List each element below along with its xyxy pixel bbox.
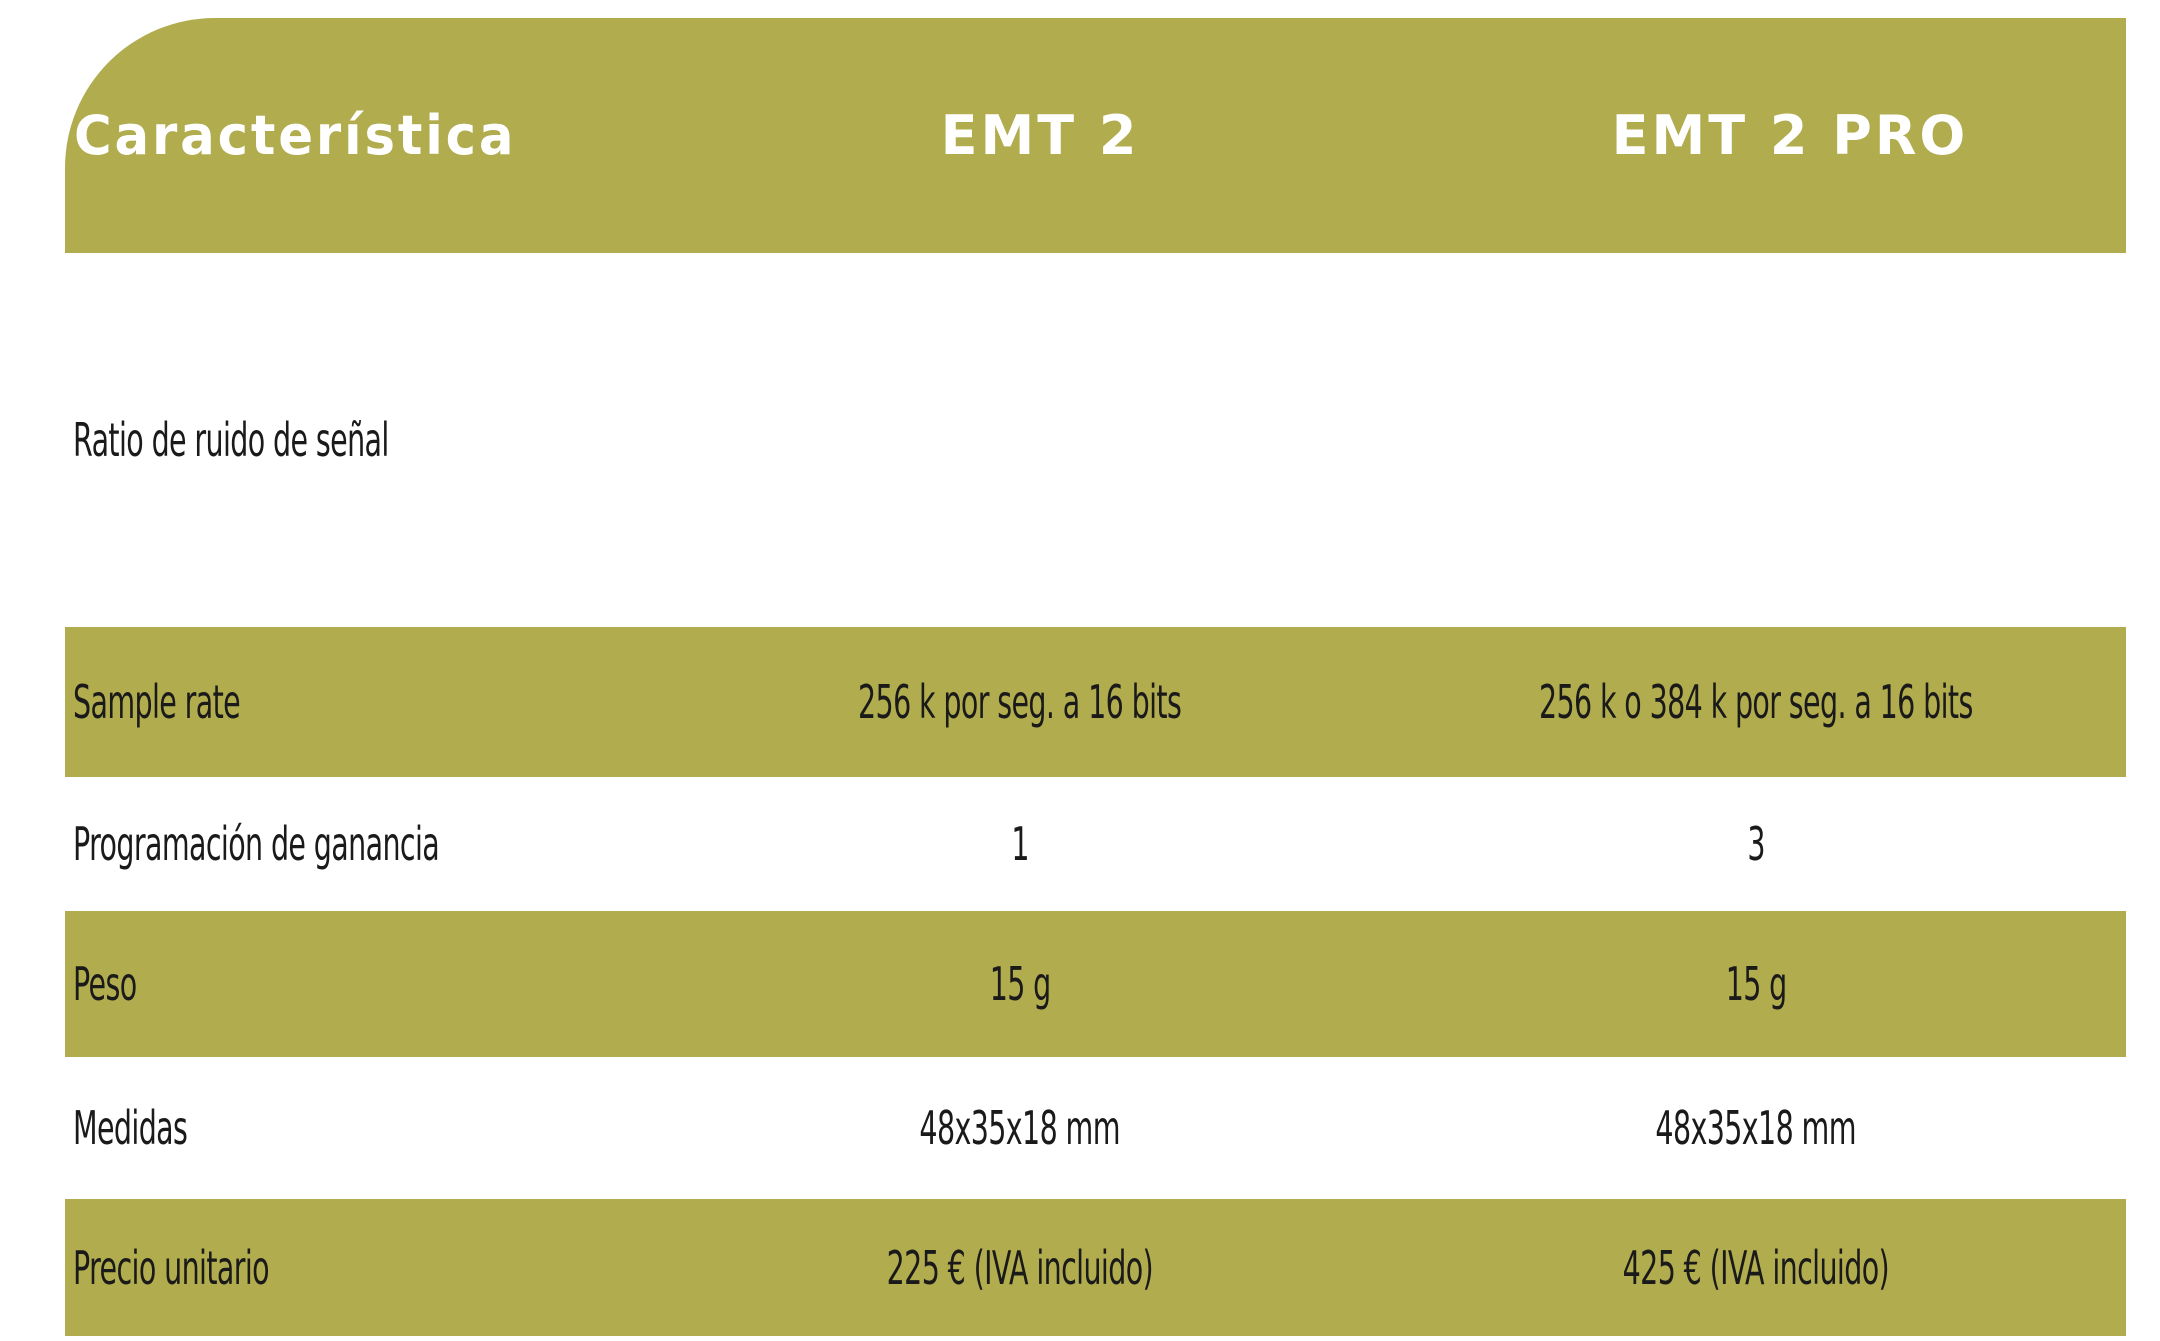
row-label-cell: Peso (73, 911, 176, 1057)
row-value-cell: 15 g (1356, 911, 2156, 1057)
row-label-cell: Precio unitario (73, 1199, 389, 1336)
row-value: 48x35x18 mm (919, 1101, 1121, 1155)
table-row (65, 911, 2126, 1057)
row-label: Peso (73, 957, 137, 1011)
row-value-cell: 3 (1356, 777, 2156, 911)
row-value: 425 € (IVA incluido) (1622, 1240, 1890, 1295)
row-value: 48x35x18 mm (1655, 1101, 1857, 1155)
header-label: EMT 2 PRO (1611, 104, 1969, 167)
table-row (65, 627, 2126, 777)
row-value-cell: 48x35x18 mm (620, 1057, 1420, 1199)
row-value: 3 (1747, 817, 1765, 871)
row-label: Medidas (73, 1101, 188, 1155)
header-label-cell: Característica (74, 18, 540, 253)
header-label: EMT 2 (940, 104, 1140, 167)
table-row (65, 777, 2126, 911)
row-value: 225 € (IVA incluido) (886, 1240, 1154, 1295)
row-value: 15 g (1725, 957, 1788, 1011)
row-value-cell: 48x35x18 mm (1356, 1057, 2156, 1199)
row-value-cell: 425 € (IVA incluido) (1356, 1199, 2156, 1336)
row-value: 256 k por seg. a 16 bits (858, 675, 1182, 729)
row-value-cell: 256 k por seg. a 16 bits (620, 627, 1420, 777)
row-label-cell: Medidas (73, 1057, 257, 1199)
row-value: 256 k o 384 k por seg. a 16 bits (1539, 675, 1973, 729)
row-label-cell: Ratio de ruido de señal (73, 253, 582, 627)
row-label: Programación de ganancia (73, 817, 440, 871)
table-header (65, 18, 2126, 253)
row-value: 1 (1011, 817, 1029, 871)
header-label-cell: EMT 2 PRO (1390, 18, 2160, 253)
table-row (65, 253, 2126, 627)
header-label: Característica (74, 104, 517, 167)
row-label: Sample rate (73, 675, 241, 729)
table-row (65, 1057, 2126, 1199)
row-value-cell: 1 (620, 777, 1420, 911)
row-value-cell: 256 k o 384 k por seg. a 16 bits (1356, 627, 2156, 777)
row-value-cell: 225 € (IVA incluido) (620, 1199, 1420, 1336)
row-label-cell: Sample rate (73, 627, 343, 777)
row-label: Precio unitario (73, 1240, 270, 1295)
row-label: Ratio de ruido de señal (73, 413, 389, 467)
header-label-cell: EMT 2 (640, 18, 1440, 253)
row-value-cell: 15 g (620, 911, 1420, 1057)
row-value: 15 g (989, 957, 1052, 1011)
row-label-cell: Programación de ganancia (73, 777, 664, 911)
table-row (65, 1199, 2126, 1336)
